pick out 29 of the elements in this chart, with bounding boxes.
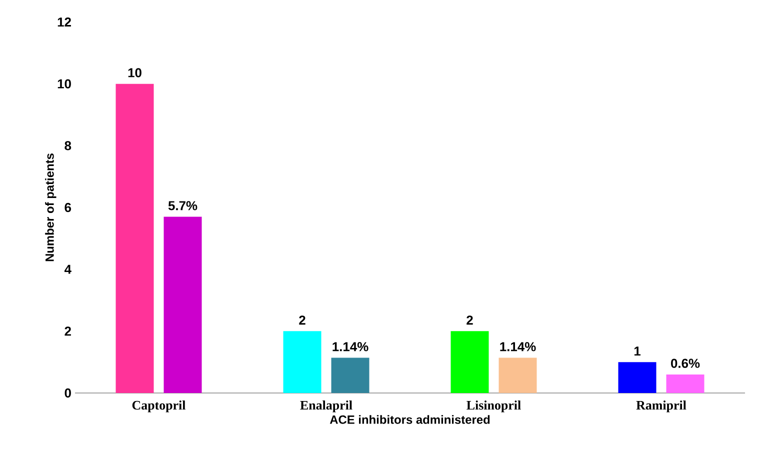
data-label: 1	[634, 346, 640, 356]
y-tick-label: 0	[64, 388, 71, 398]
x-axis-title: ACE inhibitors administered	[330, 415, 490, 424]
data-label: 10	[128, 68, 142, 78]
x-tick-label: Lisinopril	[466, 400, 521, 412]
y-tick-label: 8	[64, 141, 72, 150]
bar	[164, 216, 202, 393]
y-tick-label: 2	[64, 326, 71, 336]
data-label: 5.7%	[168, 201, 198, 210]
y-tick-label: 6	[64, 202, 72, 212]
y-tick-label: 10	[58, 79, 71, 88]
bar	[666, 374, 704, 393]
bar	[283, 331, 322, 393]
bar	[618, 362, 656, 393]
data-label: 2	[466, 316, 473, 325]
y-axis-title: Number of patients	[45, 154, 56, 262]
data-label: 2	[299, 316, 306, 325]
bar	[498, 358, 537, 393]
bar	[450, 331, 489, 393]
y-tick-label: 12	[58, 17, 71, 27]
bar	[116, 84, 154, 393]
bar	[331, 358, 370, 393]
data-label: 0.6%	[671, 358, 700, 368]
x-tick-label: Ramipril	[636, 400, 686, 412]
y-tick-label: 4	[64, 264, 72, 274]
data-label: 1.14%	[500, 342, 536, 352]
data-label: 1.14%	[332, 342, 368, 352]
x-tick-label: Captopril	[132, 400, 186, 412]
x-tick-label: Enalapril	[300, 400, 352, 412]
